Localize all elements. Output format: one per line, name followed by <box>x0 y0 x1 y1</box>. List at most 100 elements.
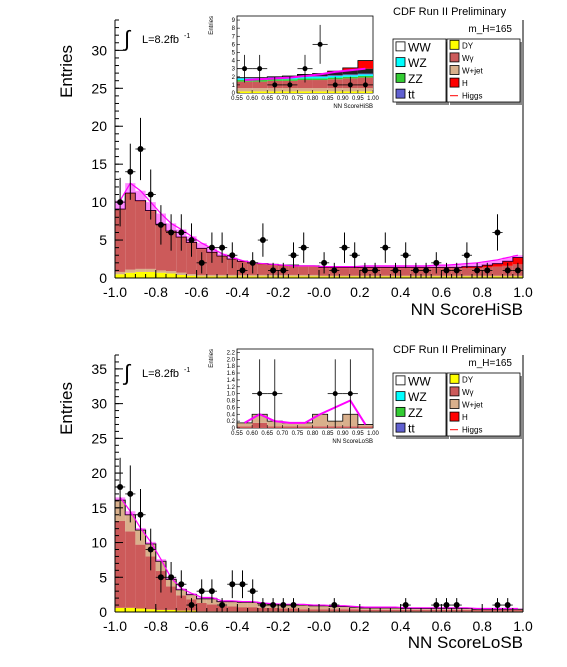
signal-band <box>380 265 391 268</box>
bar-dy <box>308 276 319 278</box>
inset-bar <box>237 422 253 427</box>
legend-swatch <box>395 57 406 68</box>
inset-data-point <box>257 66 263 72</box>
bar-w-jet <box>115 271 126 275</box>
bar-dy <box>125 272 136 278</box>
data-point <box>147 191 154 198</box>
signal-band <box>186 593 197 595</box>
inset-bar <box>357 60 373 69</box>
inset-data-point <box>302 66 308 72</box>
bar-dy <box>380 276 391 278</box>
legend-label: ZZ <box>408 72 423 86</box>
bar-dy <box>227 276 238 278</box>
data-point <box>433 602 440 609</box>
legend-label: WW <box>408 374 431 388</box>
inset-bar <box>327 71 343 76</box>
bar-ww <box>145 556 156 610</box>
bar-ww <box>319 609 330 612</box>
inset-bar <box>312 426 328 428</box>
signal-band <box>502 257 513 262</box>
bar-ww <box>359 609 370 612</box>
inset-bar <box>312 88 328 92</box>
legend-swatch <box>449 77 460 88</box>
bar-dy <box>339 276 350 278</box>
inset-bar <box>312 91 328 93</box>
data-point <box>290 252 297 259</box>
x-tick-label: -0.4 <box>225 618 249 634</box>
bar-ww <box>308 609 319 612</box>
data-point <box>433 259 440 266</box>
bar-w-jet <box>237 602 248 608</box>
y-tick-label: 10 <box>91 194 107 210</box>
bar-ww <box>380 609 391 612</box>
x-tick-label: -0.0 <box>307 618 331 634</box>
bar-w-jet <box>176 272 187 275</box>
bar-ww <box>115 521 126 608</box>
lumi-sup: -1 <box>184 367 190 374</box>
inset-signal <box>244 399 367 426</box>
data-point <box>280 602 287 609</box>
inset-bar <box>282 426 298 428</box>
x-tick-label: 0.4 <box>391 618 411 634</box>
bar-ww <box>247 607 258 612</box>
inset-x-tick-label: 1.00 <box>367 96 379 102</box>
y-tick-label: 35 <box>91 361 107 377</box>
data-point <box>474 267 481 274</box>
bar-dy <box>145 271 156 278</box>
inset-y-label: Entries <box>209 349 215 368</box>
legend-label: W+jet <box>462 67 483 76</box>
data-point <box>157 221 164 228</box>
legend-label: tt <box>408 88 415 102</box>
y-tick-label: 30 <box>91 396 107 412</box>
legend-label: W+jet <box>462 401 483 410</box>
inset-x-tick-label: 0.75 <box>292 431 304 437</box>
legend-swatch <box>395 391 406 402</box>
data-point <box>168 574 175 581</box>
bar-ww <box>288 265 299 275</box>
data-point <box>259 237 266 244</box>
bar-dy <box>145 609 156 612</box>
legend-swatch <box>449 373 460 384</box>
bar-ww <box>217 256 228 275</box>
x-axis-label: NN ScoreLoSB <box>408 633 523 652</box>
data-point <box>423 267 430 274</box>
bar-w-jet <box>145 268 156 272</box>
bar-w-jet <box>339 606 350 610</box>
inset-y-label: Entries <box>209 16 215 35</box>
data-point <box>117 483 124 490</box>
inset-bar <box>237 426 253 428</box>
data-point <box>280 267 287 274</box>
inset-bar <box>282 422 298 427</box>
bar-ww <box>176 595 187 611</box>
inset-bar <box>312 414 328 427</box>
x-tick-label: -0.6 <box>185 284 209 300</box>
x-tick-label: 0.4 <box>391 284 411 300</box>
bar-dy <box>115 607 126 612</box>
inset-data-point <box>347 391 353 397</box>
y-tick-label: 30 <box>91 42 107 58</box>
inset-x-tick-label: 0.55 <box>231 431 243 437</box>
inset-x-tick-label: 0.95 <box>352 431 364 437</box>
bar-ww <box>461 609 472 612</box>
integral-sign: ∫ <box>122 26 132 51</box>
bar-w-jet <box>308 274 319 277</box>
bar-ww <box>390 609 401 612</box>
data-point <box>178 581 185 588</box>
bar-ww <box>186 243 197 275</box>
legend-label: ZZ <box>408 406 423 420</box>
legend-label: tt <box>408 422 415 436</box>
bar-ww <box>349 268 360 276</box>
legend-swatch <box>395 422 406 433</box>
bar-w-jet <box>410 608 421 610</box>
inset-y-tick-label: 1.8 <box>227 364 236 370</box>
x-tick-label: -0.2 <box>266 618 290 634</box>
inset-bar <box>312 75 328 77</box>
x-tick-label: 0.2 <box>350 284 370 300</box>
inset-y-tick-label: 3 <box>232 67 236 73</box>
y-tick-label: 25 <box>91 80 107 96</box>
bar-ww <box>206 604 217 612</box>
inset-y-tick-label: 2.0 <box>227 357 236 363</box>
inset-bar <box>342 75 358 77</box>
data-point <box>259 602 266 609</box>
data-point <box>239 267 246 274</box>
